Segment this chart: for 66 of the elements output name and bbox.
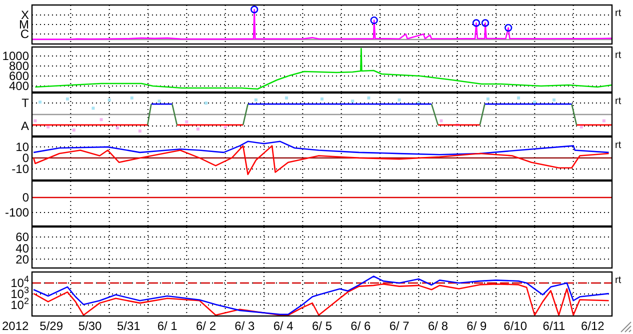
- text: rt: [615, 8, 622, 19]
- point: [138, 130, 142, 133]
- point: [204, 102, 208, 105]
- y-tick-label: 0: [22, 190, 30, 205]
- x-tick-label: 6/10: [504, 319, 528, 333]
- x-tick-label: 6/ 3: [234, 319, 255, 333]
- point: [481, 19, 490, 27]
- point: [440, 119, 443, 122]
- x-tick-label: 5/29: [40, 319, 64, 333]
- x-tick-label: 6/ 4: [273, 319, 294, 333]
- x-axis-title: 2012: [2, 319, 30, 333]
- x-tick-label: 6/ 6: [350, 319, 371, 333]
- point: [185, 120, 188, 124]
- text: T: [22, 96, 30, 110]
- point: [108, 98, 111, 102]
- text: rt: [615, 96, 622, 107]
- x-tick-label: 6/ 8: [428, 319, 448, 333]
- text: rt: [615, 50, 622, 61]
- point: [224, 125, 227, 128]
- point: [158, 100, 161, 103]
- point: [66, 97, 69, 100]
- x-tick-label: 6/11: [542, 319, 566, 333]
- point: [370, 16, 378, 24]
- line-series: [32, 276, 610, 316]
- point: [398, 98, 401, 102]
- x-tick-label: 6/12: [580, 319, 605, 333]
- point: [533, 100, 536, 104]
- x-tick-label: 6/ 7: [389, 319, 410, 333]
- x-tick-label: 5/31: [116, 319, 141, 333]
- text: rt: [615, 140, 622, 151]
- y-tick-label: -100: [4, 206, 30, 220]
- point: [34, 119, 37, 122]
- text: rt: [615, 275, 622, 286]
- point: [472, 19, 480, 27]
- point: [351, 100, 354, 103]
- point: [72, 128, 76, 132]
- y-tick-label: 400: [8, 79, 30, 94]
- x-tick-label: 6/ 5: [312, 319, 332, 333]
- point: [517, 96, 520, 100]
- point: [92, 106, 95, 110]
- point: [285, 96, 288, 100]
- point: [130, 96, 134, 100]
- line-series: [34, 48, 612, 90]
- point: [100, 118, 103, 122]
- point: [254, 98, 258, 102]
- x-tick-label: 6/ 1: [157, 319, 178, 333]
- point: [46, 125, 50, 128]
- point: [38, 100, 42, 104]
- x-tick-label: 6/ 2: [196, 319, 216, 333]
- line-series: [32, 283, 610, 316]
- point: [552, 98, 556, 102]
- point: [250, 6, 258, 14]
- point: [504, 24, 512, 32]
- x-tick-label: 5/30: [78, 319, 102, 333]
- point: [580, 125, 583, 128]
- point: [367, 96, 370, 100]
- point: [320, 97, 324, 100]
- x-tick-label: 6/ 9: [466, 319, 487, 333]
- point: [116, 126, 119, 130]
- text: A: [20, 119, 29, 134]
- point: [196, 128, 200, 131]
- point: [602, 119, 606, 122]
- line-series: [32, 140, 610, 156]
- text: C: [20, 27, 30, 42]
- point: [486, 97, 490, 100]
- line-series: [32, 145, 610, 176]
